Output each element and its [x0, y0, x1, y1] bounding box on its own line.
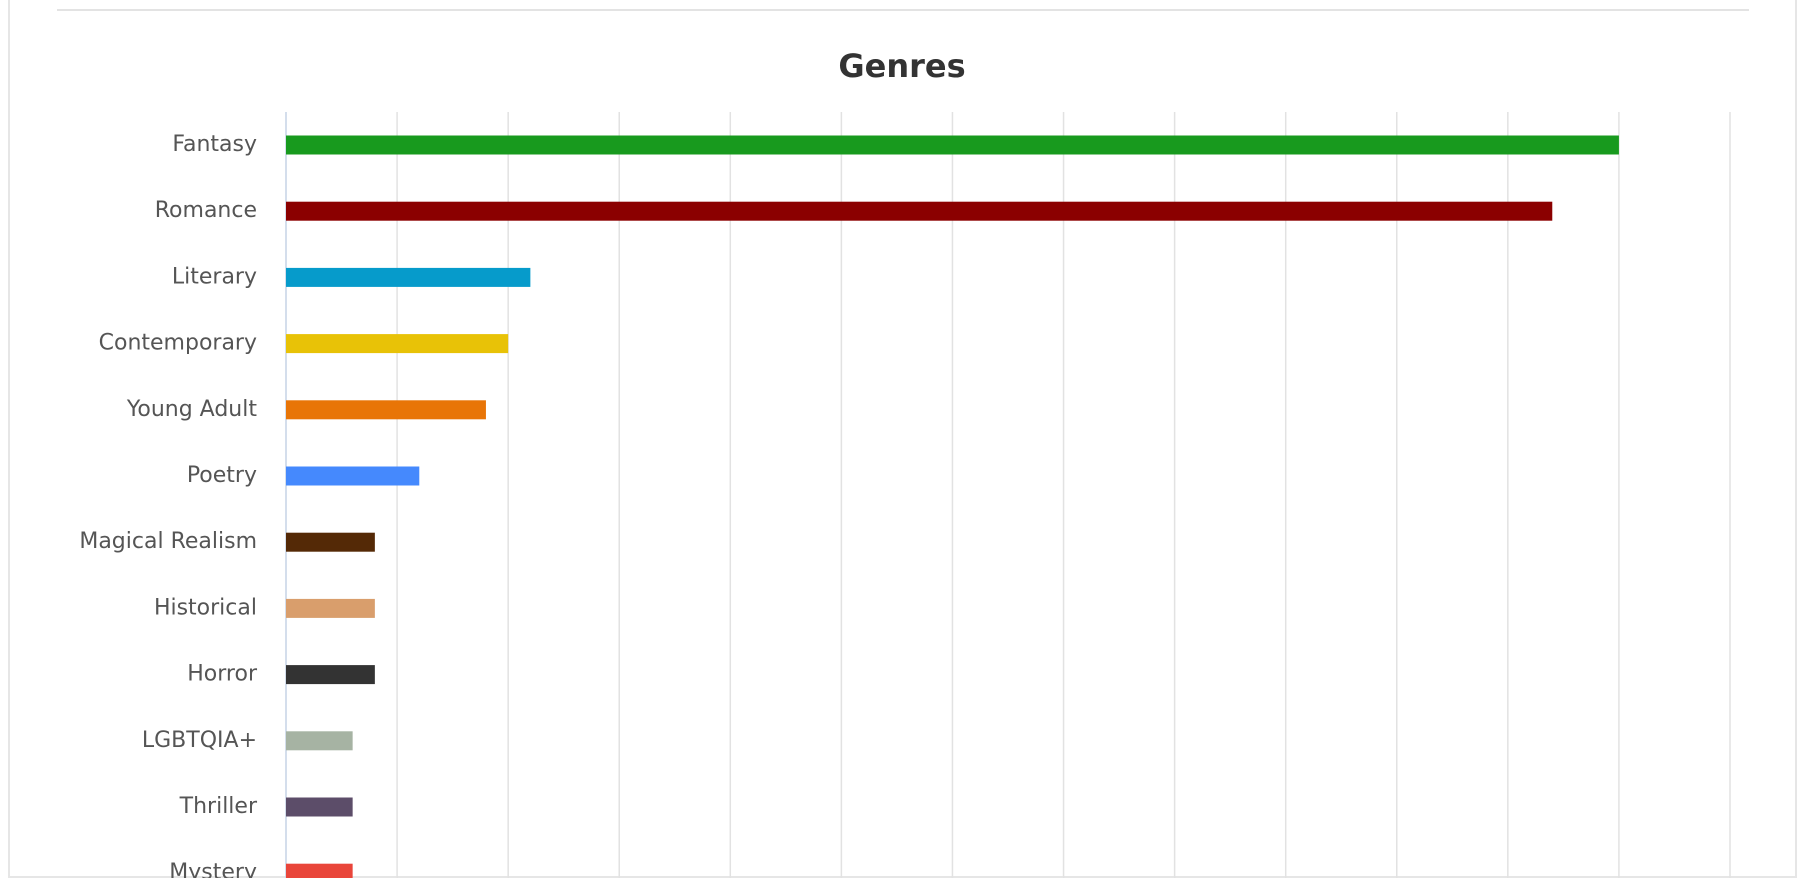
y-tick-label: Thriller	[179, 794, 258, 819]
bar	[286, 400, 486, 420]
bar	[286, 267, 531, 287]
chart-title: Genres	[838, 47, 965, 85]
y-tick-label: Fantasy	[172, 132, 257, 157]
y-tick-label: LGBTQIA+	[142, 728, 257, 753]
y-tick-label: Mystery	[169, 860, 257, 878]
y-tick-label: Historical	[154, 595, 257, 620]
y-tick-label: Young Adult	[126, 397, 258, 422]
bar	[286, 731, 353, 751]
bar	[286, 135, 1619, 155]
card	[8, 0, 1797, 878]
y-tick-label: Romance	[155, 198, 257, 223]
bar	[286, 598, 375, 618]
bar	[286, 863, 353, 878]
bar	[286, 665, 375, 685]
bar	[286, 334, 509, 354]
bar	[286, 797, 353, 817]
bar	[286, 201, 1553, 221]
y-tick-label: Literary	[172, 264, 257, 289]
y-tick-label: Magical Realism	[79, 529, 257, 554]
y-tick-label: Horror	[187, 662, 258, 687]
y-tick-label: Contemporary	[99, 331, 257, 356]
y-tick-label: Poetry	[187, 463, 257, 488]
bar	[286, 532, 375, 552]
bar	[286, 466, 420, 486]
